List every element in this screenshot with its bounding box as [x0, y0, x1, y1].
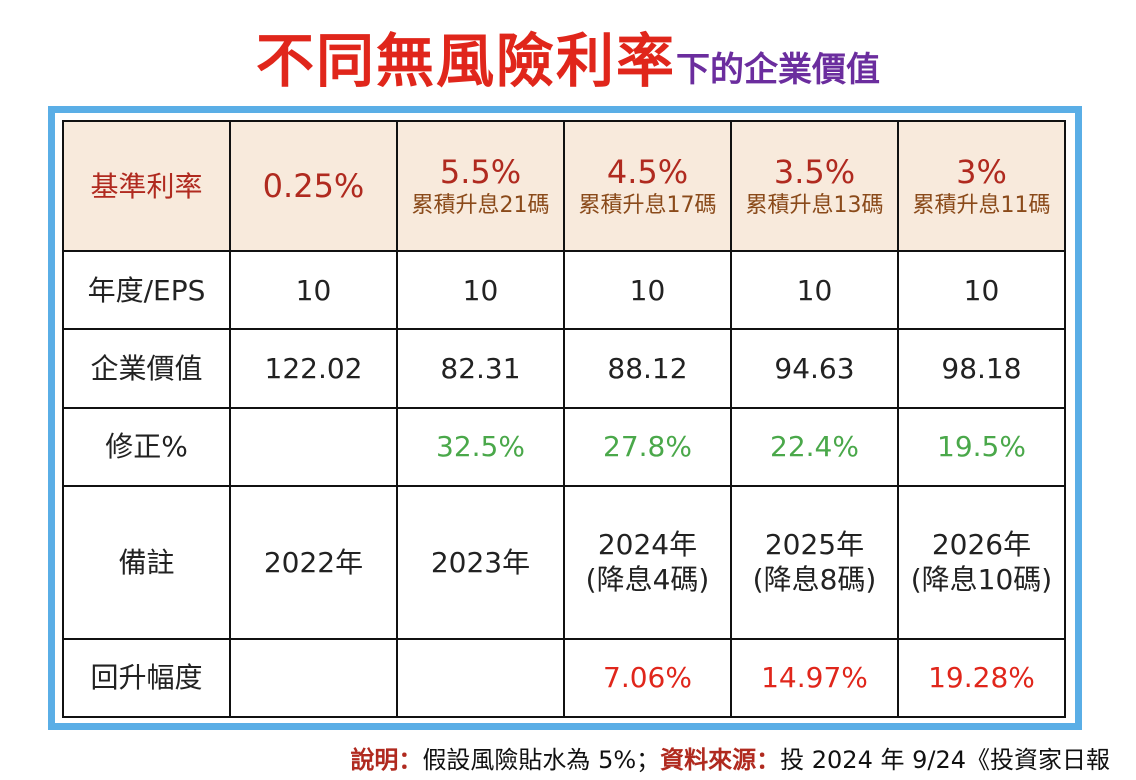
year: 2023年 — [430, 545, 531, 579]
table-cell: 2022年 — [229, 485, 398, 640]
table-cell: 88.12 — [563, 328, 732, 409]
table-row-correction: 修正% 32.5% 27.8% 22.4% 19.5% — [62, 406, 1066, 488]
table-cell: 27.8% — [563, 406, 732, 488]
row-label: 年度/EPS — [62, 249, 231, 331]
rate-note: 累積升息11碼 — [912, 193, 1051, 219]
header-cell: 5.5% 累積升息21碼 — [396, 120, 565, 252]
rate-value: 5.5% — [439, 153, 522, 192]
table-row-eps: 年度/EPS 10 10 10 10 10 — [62, 249, 1066, 331]
table-cell: 10 — [730, 249, 899, 331]
table-row-notes: 備註 2022年 2023年 2024年 (降息4碼) 2025年 (降息8碼) 2… — [62, 485, 1066, 640]
note-label: 說明： — [350, 746, 423, 774]
table-cell: 7.06% — [563, 637, 732, 719]
table-cell: 22.4% — [730, 406, 899, 488]
source-label: 資料來源： — [660, 746, 781, 774]
year: 2022年 — [263, 545, 364, 579]
table-cell — [229, 637, 398, 719]
header-label: 基準利率 — [62, 120, 231, 252]
row-label: 修正% — [62, 406, 231, 488]
table-cell: 32.5% — [396, 406, 565, 488]
row-label: 備註 — [62, 485, 231, 640]
row-label: 企業價值 — [62, 328, 231, 409]
header-cell: 3.5% 累積升息13碼 — [730, 120, 899, 252]
table-cell: 2023年 — [396, 485, 565, 640]
table-cell: 122.02 — [229, 328, 398, 409]
cut-note: (降息8碼) — [752, 563, 877, 597]
table-cell: 10 — [563, 249, 732, 331]
rate-note: 累積升息21碼 — [411, 193, 550, 219]
source-text: 投 2024 年 9/24《投資家日報 — [780, 746, 1110, 774]
table-row-value: 企業價值 122.02 82.31 88.12 94.63 98.18 — [62, 328, 1066, 409]
table-cell: 19.28% — [897, 637, 1066, 719]
rate-value: 0.25% — [262, 167, 365, 205]
rate-note: 累積升息13碼 — [745, 193, 884, 219]
header-cell: 3% 累積升息11碼 — [897, 120, 1066, 252]
rate-value: 3.5% — [773, 153, 856, 192]
table-cell: 10 — [229, 249, 398, 331]
note-text: 假設風險貼水為 5%； — [422, 746, 661, 774]
table-cell: 10 — [396, 249, 565, 331]
cut-note: (降息10碼) — [910, 563, 1053, 597]
table-header-row: 基準利率 0.25% 5.5% 累積升息21碼 4.5% 累積升息17碼 3.5% 累… — [62, 120, 1066, 252]
valuation-table: 基準利率 0.25% 5.5% 累積升息21碼 4.5% 累積升息17碼 3.5% 累… — [62, 120, 1066, 719]
table-cell: 82.31 — [396, 328, 565, 409]
rate-value: 4.5% — [606, 153, 689, 192]
table-cell: 14.97% — [730, 637, 899, 719]
year: 2026年 — [931, 528, 1032, 562]
row-label: 回升幅度 — [62, 637, 231, 719]
table-cell: 98.18 — [897, 328, 1066, 409]
rate-value: 3% — [956, 153, 1007, 192]
footer-note: 說明：假設風險貼水為 5%；資料來源：投 2024 年 9/24《投資家日報 — [350, 740, 1110, 775]
year: 2025年 — [764, 528, 865, 562]
header-cell: 0.25% — [229, 120, 398, 252]
title-main: 不同無風險利率 — [255, 27, 676, 95]
header-cell: 4.5% 累積升息17碼 — [563, 120, 732, 252]
cut-note: (降息4碼) — [585, 563, 710, 597]
table-cell: 2024年 (降息4碼) — [563, 485, 732, 640]
table-cell: 2025年 (降息8碼) — [730, 485, 899, 640]
table-cell: 94.63 — [730, 328, 899, 409]
table-cell: 19.5% — [897, 406, 1066, 488]
table-cell: 2026年 (降息10碼) — [897, 485, 1066, 640]
rate-note: 累積升息17碼 — [578, 193, 717, 219]
table-cell — [396, 637, 565, 719]
title-sub: 下的企業價值 — [676, 50, 880, 90]
table-cell: 10 — [897, 249, 1066, 331]
table-row-rebound: 回升幅度 7.06% 14.97% 19.28% — [62, 637, 1066, 719]
page-title: 不同無風險利率下的企業價值 — [0, 14, 1136, 98]
year: 2024年 — [597, 528, 698, 562]
table-cell — [229, 406, 398, 488]
